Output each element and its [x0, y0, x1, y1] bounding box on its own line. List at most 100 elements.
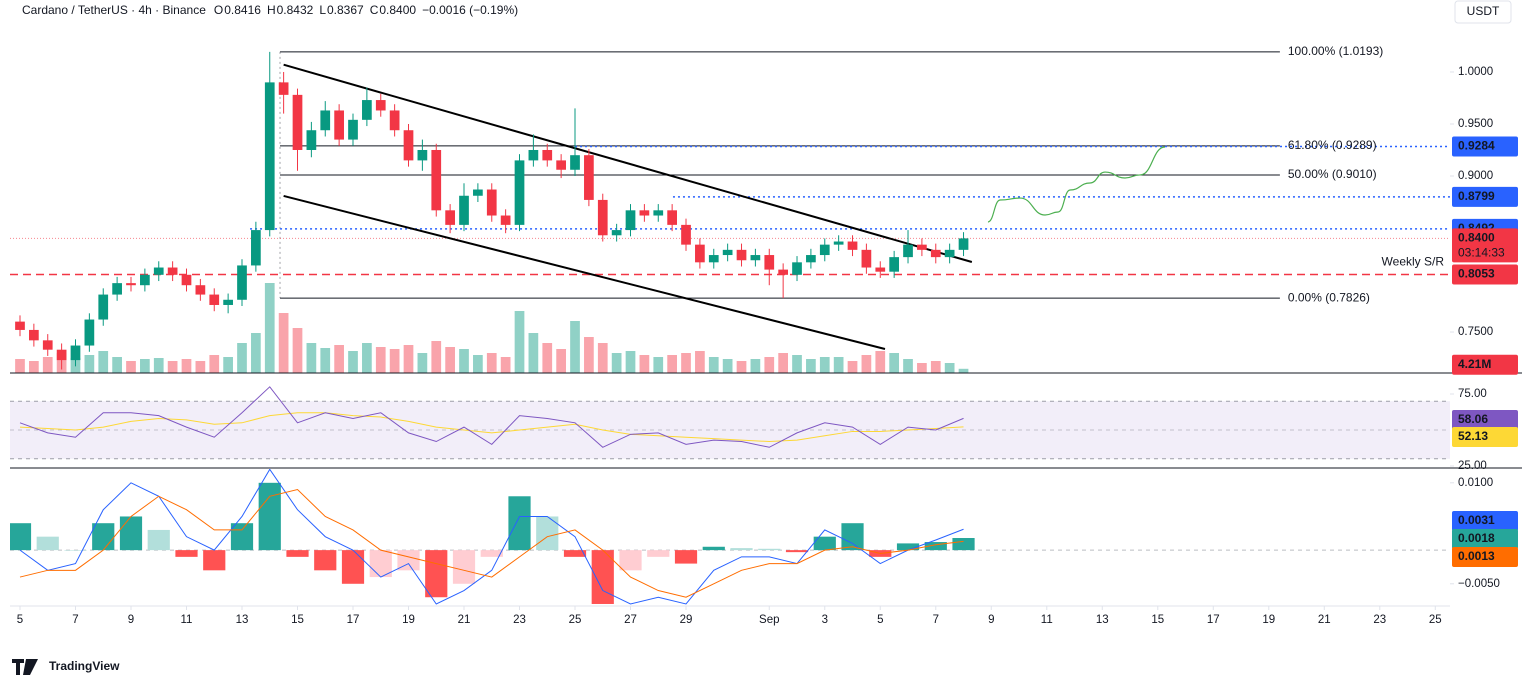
volume-bar: [223, 357, 233, 373]
x-tick-label: 17: [347, 614, 360, 626]
last-price-tag-bg: [1452, 228, 1518, 263]
candle-body: [223, 299, 233, 305]
x-tick-label: 21: [1318, 614, 1331, 626]
volume-bar: [514, 311, 525, 373]
candle-body: [653, 210, 664, 216]
candle-body: [278, 82, 289, 95]
macd-hist-bar: [203, 550, 226, 571]
x-tick-label: Sep: [759, 614, 779, 626]
candle-body: [806, 255, 816, 263]
candle-body: [750, 255, 761, 261]
volume-bar: [375, 347, 386, 373]
volume-bar: [278, 313, 289, 373]
x-tick-label: 15: [1151, 614, 1164, 626]
candle-body: [875, 267, 886, 272]
x-tick-label: 11: [1041, 614, 1053, 626]
macd-hist-bar: [508, 496, 531, 551]
candle-body: [917, 244, 927, 250]
macd-hist-bar: [536, 516, 559, 551]
macd-hist-bar: [36, 536, 59, 551]
x-tick-label: 15: [291, 614, 304, 626]
y-tick-label: 0.9500: [1458, 118, 1493, 130]
rsi-band: [10, 401, 1450, 459]
candle-body: [597, 199, 608, 236]
channel-line: [283, 63, 973, 263]
volume-bar: [639, 355, 650, 373]
volume-bar: [570, 321, 580, 373]
candle-body: [556, 160, 566, 170]
volume-bar: [556, 349, 566, 373]
x-tick-label: 23: [513, 614, 526, 626]
volume-bar: [306, 343, 317, 373]
volume-bar: [84, 355, 95, 373]
x-tick-label: 19: [402, 614, 415, 626]
macd-hist-bar: [813, 536, 836, 551]
macd-hist-bar: [758, 548, 781, 551]
x-tick-label: 5: [877, 614, 883, 626]
signal-tag: 0.0013: [1458, 549, 1495, 563]
support-tag: 0.8053: [1458, 267, 1495, 281]
y-tick-label: 0.0100: [1458, 477, 1493, 489]
volume-bar: [181, 359, 192, 373]
candle-body: [847, 241, 858, 250]
candle-body: [819, 244, 830, 256]
macd-hist-bar: [647, 550, 670, 557]
volume-bar: [403, 345, 414, 373]
x-tick-label: 21: [458, 614, 471, 626]
x-tick-label: 7: [72, 614, 78, 626]
macd-hist-bar: [702, 546, 725, 551]
macd-hist-bar: [92, 523, 115, 551]
volume-bar: [112, 357, 122, 373]
y-tick-label: 25.00: [1458, 460, 1487, 472]
candle-body: [84, 319, 95, 346]
x-tick-label: 5: [17, 614, 23, 626]
ohlc-value: 0.8432: [277, 3, 314, 17]
candle-body: [417, 149, 428, 161]
x-tick-label: 27: [624, 614, 637, 626]
macd-hist-bar: [480, 550, 503, 557]
volume-bar: [334, 345, 344, 373]
currency-box[interactable]: [1454, 0, 1512, 24]
macd-hist-tag: 0.0018: [1458, 531, 1495, 545]
macd-hist-bar: [924, 542, 947, 551]
ohlc-key: C: [370, 3, 379, 17]
fib-label: 0.00% (0.7826): [1288, 290, 1370, 304]
macd-hist-bar: [147, 529, 170, 551]
y-tick-label: 0.9000: [1458, 170, 1493, 182]
macd-hist-bar: [425, 550, 448, 598]
volume-bar: [153, 358, 164, 373]
volume-bar: [722, 359, 733, 373]
volume-bar: [764, 357, 775, 373]
volume-bar: [445, 347, 455, 373]
y-tick-label: 1.0000: [1458, 66, 1493, 78]
candle-body: [375, 100, 386, 111]
candle-body: [833, 241, 844, 245]
ohlc-key: O: [214, 3, 223, 17]
volume-bar: [542, 343, 553, 373]
y-tick-label: 0.7500: [1458, 326, 1493, 338]
candle-body: [542, 149, 553, 161]
candle-body: [958, 238, 969, 250]
volume-bar: [819, 357, 830, 373]
candle-body: [251, 230, 261, 266]
volume-bar: [792, 355, 802, 373]
macd-tag-bg: [1452, 511, 1518, 531]
candle-body: [486, 189, 497, 216]
candle-body: [15, 321, 25, 330]
candle-body: [903, 244, 913, 258]
volume-bar: [42, 357, 53, 373]
fib-label: 100.00% (1.0193): [1288, 44, 1383, 58]
volume-bar: [750, 359, 761, 373]
last-price-tag: 0.8400: [1458, 231, 1495, 245]
x-tick-label: 9: [128, 614, 134, 626]
x-tick-label: 19: [1262, 614, 1275, 626]
macd-hist-bar: [175, 550, 198, 557]
y-tick-label: 75.00: [1458, 388, 1487, 400]
overlay: 100.00% (1.0193) 61.80% (0.9289) 50.00% (0…: [1288, 44, 1444, 304]
candle-body: [320, 110, 331, 131]
candle-body: [528, 149, 539, 161]
candle-body: [431, 149, 442, 211]
macd-hist-bar: [119, 516, 143, 551]
